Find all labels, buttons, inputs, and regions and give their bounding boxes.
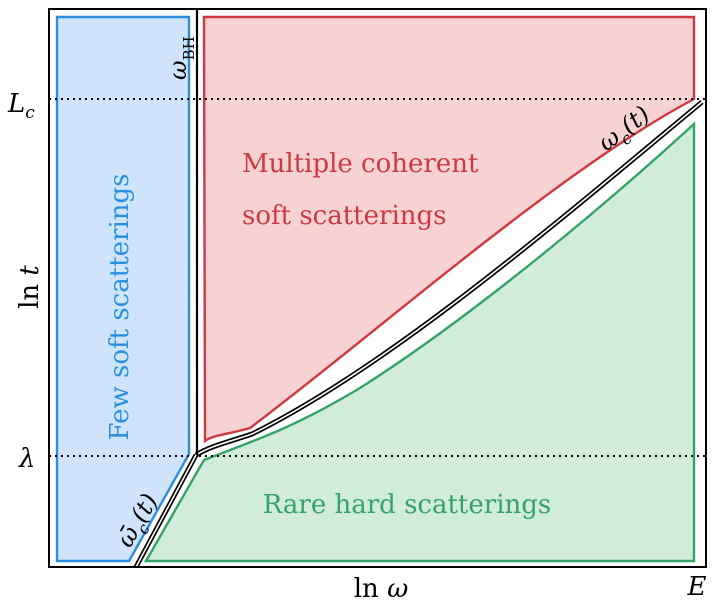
y-axis-label: ln t bbox=[15, 265, 45, 309]
y-tick-l-c: Lc bbox=[7, 89, 35, 123]
y-tick-lambda: λ bbox=[18, 444, 35, 474]
omega-bh-label: ωBH bbox=[164, 36, 198, 80]
multiple-coherent-label-line1: Multiple coherent bbox=[242, 149, 479, 179]
plot-frame bbox=[48, 8, 707, 568]
region-few-soft-scatterings bbox=[55, 15, 191, 563]
omega-c-curve bbox=[194, 100, 704, 458]
omega-c-bar-curve bbox=[133, 453, 199, 569]
few-soft-scatterings-label: Few soft scatterings bbox=[105, 173, 135, 440]
multiple-coherent-label-line2: soft scatterings bbox=[242, 201, 447, 231]
x-axis-label: ln ω bbox=[354, 574, 409, 604]
rare-hard-scatterings-label: Rare hard scatterings bbox=[263, 490, 552, 520]
region-rare-hard-scatterings bbox=[143, 121, 696, 563]
region-multiple-coherent-soft-scatterings bbox=[202, 15, 696, 444]
x-end-label-e: E bbox=[687, 572, 707, 602]
